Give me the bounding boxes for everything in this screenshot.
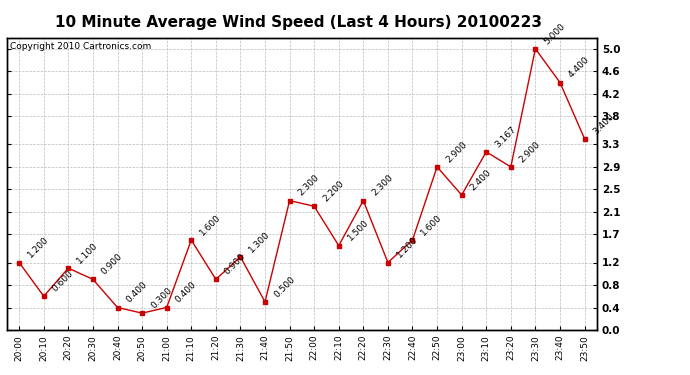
- Text: 3.400: 3.400: [591, 111, 616, 136]
- Text: 1.600: 1.600: [420, 213, 444, 237]
- Text: 1.600: 1.600: [198, 213, 223, 237]
- Text: 10 Minute Average Wind Speed (Last 4 Hours) 20100223: 10 Minute Average Wind Speed (Last 4 Hou…: [55, 15, 542, 30]
- Text: 2.300: 2.300: [297, 173, 321, 198]
- Text: 0.400: 0.400: [174, 280, 198, 305]
- Text: 2.900: 2.900: [518, 140, 542, 164]
- Text: 2.900: 2.900: [444, 140, 469, 164]
- Text: 0.900: 0.900: [100, 252, 124, 277]
- Text: 3.167: 3.167: [493, 124, 518, 149]
- Text: 2.300: 2.300: [371, 173, 395, 198]
- Text: 0.900: 0.900: [223, 252, 248, 277]
- Text: 0.300: 0.300: [149, 286, 174, 310]
- Text: 0.600: 0.600: [51, 269, 75, 294]
- Text: 1.200: 1.200: [395, 235, 420, 260]
- Text: 2.200: 2.200: [321, 179, 346, 204]
- Text: 4.400: 4.400: [567, 55, 591, 80]
- Text: 1.100: 1.100: [75, 241, 100, 266]
- Text: 2.400: 2.400: [469, 168, 493, 192]
- Text: 1.500: 1.500: [346, 218, 371, 243]
- Text: 1.300: 1.300: [248, 230, 272, 254]
- Text: 5.000: 5.000: [542, 21, 567, 46]
- Text: 0.400: 0.400: [124, 280, 149, 305]
- Text: Copyright 2010 Cartronics.com: Copyright 2010 Cartronics.com: [10, 42, 151, 51]
- Text: 1.200: 1.200: [26, 235, 50, 260]
- Text: 0.500: 0.500: [272, 274, 297, 299]
